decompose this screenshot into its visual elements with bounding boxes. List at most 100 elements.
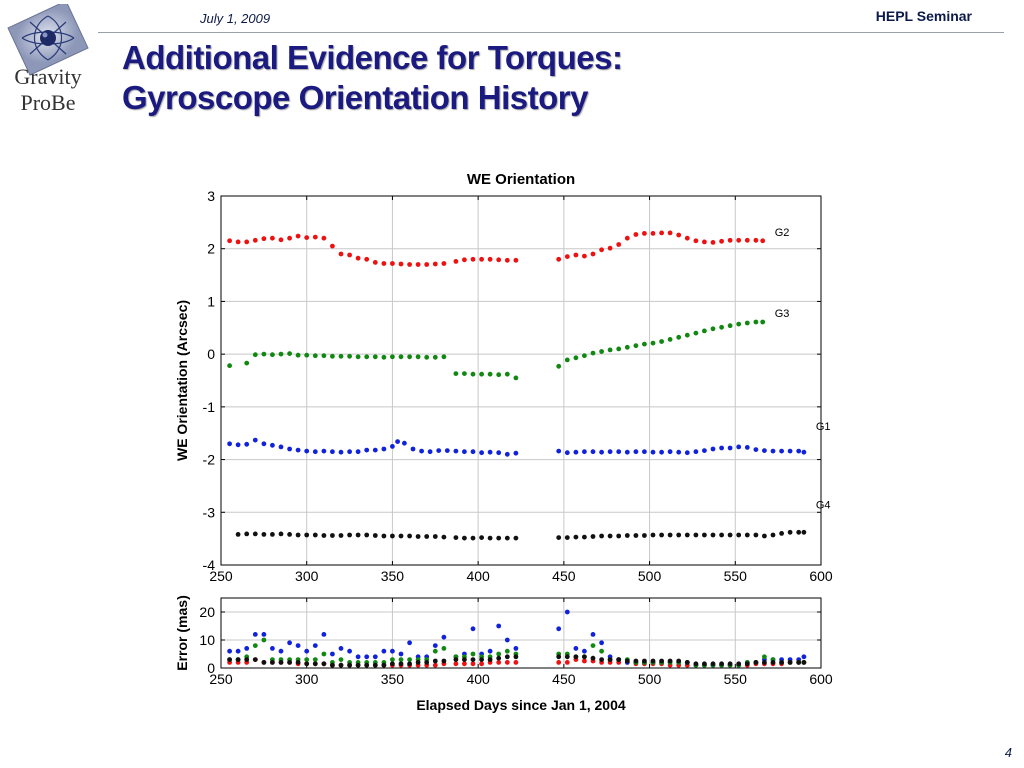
data-point <box>487 371 493 377</box>
data-point <box>590 534 596 539</box>
data-point <box>624 235 630 241</box>
data-point <box>736 444 742 450</box>
data-point <box>744 320 750 326</box>
data-point <box>556 535 562 540</box>
data-point <box>496 372 502 378</box>
data-point <box>278 237 284 243</box>
data-point <box>321 448 327 454</box>
data-point <box>582 253 587 259</box>
data-point <box>270 646 275 651</box>
data-point <box>719 445 724 451</box>
series-label: G2 <box>775 227 790 239</box>
data-point <box>496 257 502 263</box>
data-point <box>787 529 793 535</box>
data-point <box>407 661 412 667</box>
error-data-points <box>227 609 807 668</box>
data-point <box>287 660 292 665</box>
series-g3 <box>227 319 766 381</box>
data-point <box>390 657 395 662</box>
data-point <box>770 448 776 454</box>
x-tick-label: 600 <box>809 568 833 584</box>
data-point <box>270 660 275 665</box>
data-point <box>667 532 673 538</box>
data-point <box>419 448 424 454</box>
data-point <box>372 654 378 660</box>
data-point <box>244 441 250 447</box>
data-point <box>487 256 493 262</box>
error-tick-labels: 250 300 350 400 450 500 550 600 0 10 20 <box>199 604 832 687</box>
data-point <box>304 448 310 454</box>
data-point <box>227 657 233 662</box>
data-point <box>710 661 716 667</box>
data-point <box>556 256 562 262</box>
data-point <box>270 532 275 537</box>
data-point <box>753 237 759 243</box>
data-point <box>398 651 404 657</box>
data-point <box>556 363 562 369</box>
data-point <box>395 439 400 444</box>
data-point <box>744 661 750 667</box>
data-point <box>650 532 656 538</box>
data-point <box>702 448 707 453</box>
data-point <box>504 637 510 643</box>
data-point <box>504 257 510 263</box>
data-point <box>513 257 519 263</box>
data-point <box>599 247 604 253</box>
data-point <box>496 623 502 629</box>
data-point <box>702 532 707 538</box>
data-point <box>244 657 250 662</box>
y-tick-label: 0 <box>207 660 215 676</box>
data-point <box>470 661 476 667</box>
data-point <box>762 654 767 660</box>
data-point <box>710 532 716 538</box>
data-point <box>496 660 502 665</box>
data-point <box>710 240 716 245</box>
data-point <box>753 319 759 325</box>
data-point <box>779 531 784 536</box>
data-point <box>287 446 292 452</box>
error-gridlines <box>220 598 822 669</box>
data-point <box>347 449 352 455</box>
data-point <box>321 235 327 241</box>
slide-title-line-1: Additional Evidence for Torques: <box>122 39 623 76</box>
data-point <box>496 535 502 541</box>
gravity-probe-logo: Gravity ProBe <box>2 0 94 120</box>
y-tick-label: 2 <box>207 241 215 257</box>
data-point <box>513 535 519 541</box>
data-point <box>590 655 596 661</box>
data-point <box>659 658 664 664</box>
data-point <box>304 352 310 358</box>
x-tick-label: 300 <box>295 568 319 584</box>
data-point <box>667 337 673 342</box>
data-point <box>355 662 361 668</box>
data-point <box>556 626 562 632</box>
data-point <box>573 654 579 660</box>
data-point <box>330 662 335 668</box>
data-point <box>372 354 378 360</box>
data-point <box>667 230 673 236</box>
data-point <box>582 534 587 540</box>
data-point <box>244 531 250 537</box>
data-point <box>744 445 750 450</box>
data-point <box>355 255 361 261</box>
data-point <box>295 233 301 239</box>
slide-date: July 1, 2009 <box>200 11 271 26</box>
data-point <box>504 660 510 665</box>
data-point <box>252 352 258 358</box>
data-point <box>470 371 476 377</box>
data-point <box>607 245 613 251</box>
data-point <box>650 449 656 455</box>
data-point <box>564 254 570 259</box>
data-point <box>796 660 802 665</box>
data-point <box>693 330 699 336</box>
data-point <box>573 534 579 540</box>
data-point <box>227 363 233 369</box>
data-point <box>347 532 352 538</box>
data-point <box>278 351 284 357</box>
data-point <box>470 449 476 455</box>
data-point <box>372 662 378 668</box>
gravity-probe-logo-icon: Gravity ProBe <box>7 0 89 115</box>
data-point <box>364 447 370 453</box>
data-point <box>364 662 370 668</box>
data-point <box>684 332 690 338</box>
